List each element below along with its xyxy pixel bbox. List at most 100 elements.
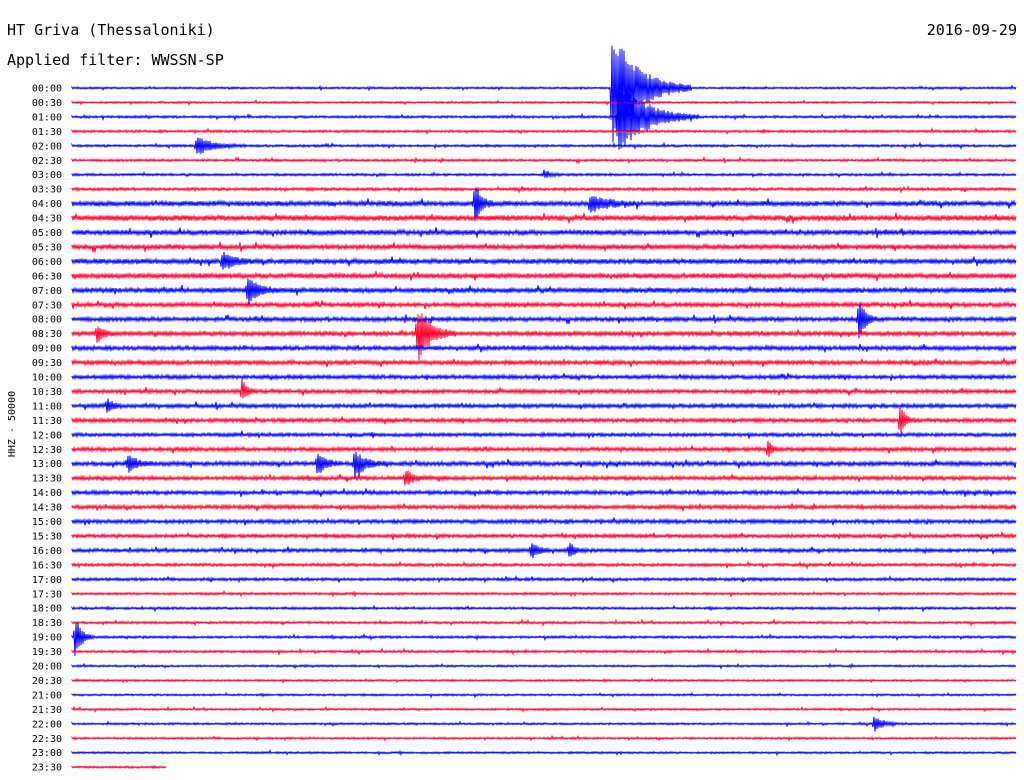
row-time-label: 20:00 xyxy=(32,662,62,673)
trace-row-39 xyxy=(71,647,1017,657)
trace-row-40 xyxy=(71,662,1017,670)
row-time-label: 14:30 xyxy=(32,503,62,514)
trace-row-35 xyxy=(71,589,1017,598)
row-time-label: 08:30 xyxy=(32,329,62,340)
row-time-label: 01:30 xyxy=(32,127,62,138)
trace-row-32 xyxy=(71,542,1017,559)
trace-row-5 xyxy=(71,155,1017,165)
date-label: 2016-09-29 xyxy=(927,21,1017,39)
row-time-label: 08:00 xyxy=(32,315,62,326)
row-time-label: 04:00 xyxy=(32,199,62,210)
trace-row-46 xyxy=(71,748,1017,757)
row-time-label: 01:00 xyxy=(32,112,62,123)
trace-row-34 xyxy=(71,574,1017,584)
trace-row-26 xyxy=(71,451,1017,478)
row-time-label: 15:00 xyxy=(32,517,62,528)
row-time-label: 11:00 xyxy=(32,401,62,412)
row-time-label: 10:00 xyxy=(32,373,62,384)
trace-row-7 xyxy=(71,185,1017,194)
row-time-label: 16:00 xyxy=(32,546,62,557)
row-time-label: 03:30 xyxy=(32,185,62,196)
trace-row-43 xyxy=(71,705,1017,713)
trace-row-8 xyxy=(71,187,1017,222)
trace-row-4 xyxy=(71,137,1017,154)
row-time-label: 00:00 xyxy=(32,84,62,95)
trace-row-27 xyxy=(71,470,1017,486)
trace-row-31 xyxy=(71,530,1017,541)
row-time-label: 09:00 xyxy=(32,344,62,355)
trace-row-13 xyxy=(71,270,1017,282)
row-time-label: 06:00 xyxy=(32,257,62,268)
row-time-label: 12:30 xyxy=(32,445,62,456)
trace-row-36 xyxy=(71,604,1017,613)
row-time-label: 22:30 xyxy=(32,734,62,745)
row-time-label: 22:00 xyxy=(32,719,62,730)
trace-row-11 xyxy=(71,241,1017,253)
row-time-label: 07:00 xyxy=(32,286,62,297)
trace-row-44 xyxy=(71,716,1017,732)
trace-row-0 xyxy=(71,45,1017,143)
filter-label: Applied filter: WWSSN-SP xyxy=(7,51,224,69)
row-time-label: 23:30 xyxy=(32,763,62,774)
row-time-label: 13:30 xyxy=(32,474,62,485)
row-time-label: 19:00 xyxy=(32,633,62,644)
row-time-label: 15:30 xyxy=(32,531,62,542)
row-time-label: 14:00 xyxy=(32,488,62,499)
trace-row-23 xyxy=(71,407,1017,434)
trace-row-20 xyxy=(71,372,1017,382)
row-time-label: 18:30 xyxy=(32,618,62,629)
trace-row-1 xyxy=(71,98,1017,107)
row-time-label: 09:30 xyxy=(32,358,62,369)
row-time-label: 11:30 xyxy=(32,416,62,427)
trace-row-2 xyxy=(71,82,1017,150)
trace-row-38 xyxy=(71,623,1017,656)
trace-row-15 xyxy=(71,299,1017,310)
trace-row-30 xyxy=(71,516,1017,526)
trace-row-41 xyxy=(71,677,1017,685)
row-time-label: 18:00 xyxy=(32,604,62,615)
station-title: HT Griva (Thessaloniki) xyxy=(7,21,215,39)
row-time-label: 02:00 xyxy=(32,141,62,152)
trace-row-3 xyxy=(71,126,1017,136)
trace-rows: 00:00 00:30 01:00 01:30 02:00 02:30 03:00 03:30… xyxy=(32,45,1017,774)
row-time-label: 05:00 xyxy=(32,228,62,239)
row-time-label: 06:30 xyxy=(32,271,62,282)
row-time-label: 10:30 xyxy=(32,387,62,398)
trace-row-33 xyxy=(71,560,1017,570)
trace-row-17 xyxy=(71,313,1017,361)
row-time-label: 04:30 xyxy=(32,214,62,225)
trace-row-14 xyxy=(71,278,1017,305)
trace-row-45 xyxy=(71,734,1017,742)
trace-row-6 xyxy=(71,169,1017,179)
row-time-label: 12:00 xyxy=(32,430,62,441)
trace-row-42 xyxy=(71,691,1017,699)
row-time-label: 23:00 xyxy=(32,748,62,759)
row-time-label: 19:30 xyxy=(32,647,62,658)
row-time-label: 20:30 xyxy=(32,676,62,687)
row-time-label: 17:00 xyxy=(32,575,62,586)
trace-row-29 xyxy=(71,503,1017,512)
row-time-label: 02:30 xyxy=(32,156,62,167)
row-time-label: 07:30 xyxy=(32,300,62,311)
trace-row-16 xyxy=(71,301,1017,339)
row-time-label: 13:00 xyxy=(32,459,62,470)
trace-row-12 xyxy=(71,251,1017,270)
y-axis-label: HHZ - 50000 xyxy=(7,391,18,457)
trace-row-18 xyxy=(71,343,1017,353)
row-time-label: 21:30 xyxy=(32,705,62,716)
trace-row-28 xyxy=(71,488,1017,498)
trace-row-19 xyxy=(71,358,1017,368)
trace-row-9 xyxy=(71,212,1017,224)
row-time-label: 03:00 xyxy=(32,170,62,181)
row-time-label: 17:30 xyxy=(32,589,62,600)
trace-row-22 xyxy=(71,398,1017,413)
trace-row-21 xyxy=(71,378,1017,399)
trace-row-47 xyxy=(71,764,167,770)
row-time-label: 00:30 xyxy=(32,98,62,109)
row-time-label: 16:30 xyxy=(32,560,62,571)
row-time-label: 05:30 xyxy=(32,242,62,253)
trace-row-25 xyxy=(71,440,1017,457)
trace-row-10 xyxy=(71,227,1017,239)
trace-row-37 xyxy=(71,618,1017,628)
